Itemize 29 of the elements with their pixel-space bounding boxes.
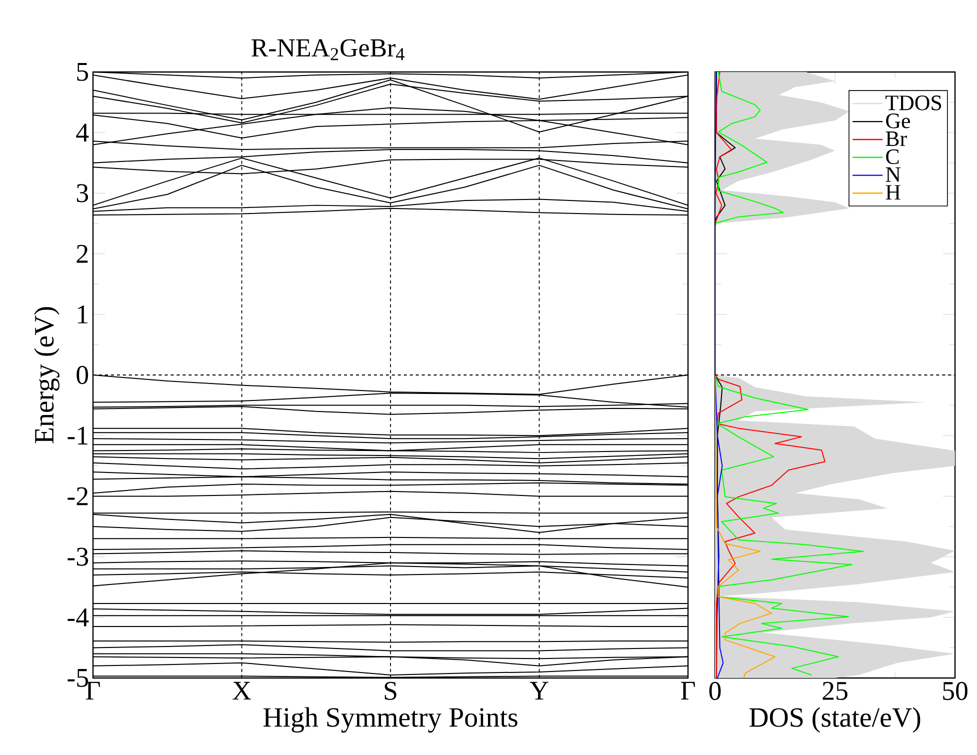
y-tick-label: -1 xyxy=(68,426,88,444)
y-tick-label: -4 xyxy=(68,608,89,626)
x-axis-title: High Symmetry Points xyxy=(263,707,518,733)
x-tick-label: Γ xyxy=(681,682,695,700)
x-tick-label: 25 xyxy=(822,682,848,700)
x-tick-label: S xyxy=(384,682,396,700)
y-tick-label: 0 xyxy=(76,366,88,384)
y-tick-label: -2 xyxy=(68,487,88,506)
legend-label: H xyxy=(886,185,900,200)
legend-label: Br xyxy=(886,132,907,146)
x-tick-label: Γ xyxy=(86,682,100,700)
legend-label: C xyxy=(886,149,899,164)
y-tick-label: 3 xyxy=(76,184,88,202)
x-tick-label: X xyxy=(232,682,251,700)
y-axis-title: Energy (eV) xyxy=(34,307,60,444)
y-tick-label: -3 xyxy=(68,548,88,566)
y-tick-label: 5 xyxy=(77,63,88,81)
x-tick-label: Y xyxy=(530,682,548,700)
legend-label: Ge xyxy=(886,114,910,128)
legend-label: N xyxy=(886,167,901,182)
y-tick-label: 4 xyxy=(76,124,89,142)
x-tick-label: 0 xyxy=(709,682,721,700)
chart-title: R-NEA$_{2}$GeBr$_{4}$ xyxy=(252,39,404,60)
y-tick-label: 2 xyxy=(76,244,88,263)
y-tick-label: 1 xyxy=(78,306,88,324)
x-axis-title: DOS (state/eV) xyxy=(749,707,920,733)
y-tick-label: -5 xyxy=(68,669,88,687)
legend-label: TDOS xyxy=(886,96,942,110)
x-tick-label: 50 xyxy=(943,682,968,700)
